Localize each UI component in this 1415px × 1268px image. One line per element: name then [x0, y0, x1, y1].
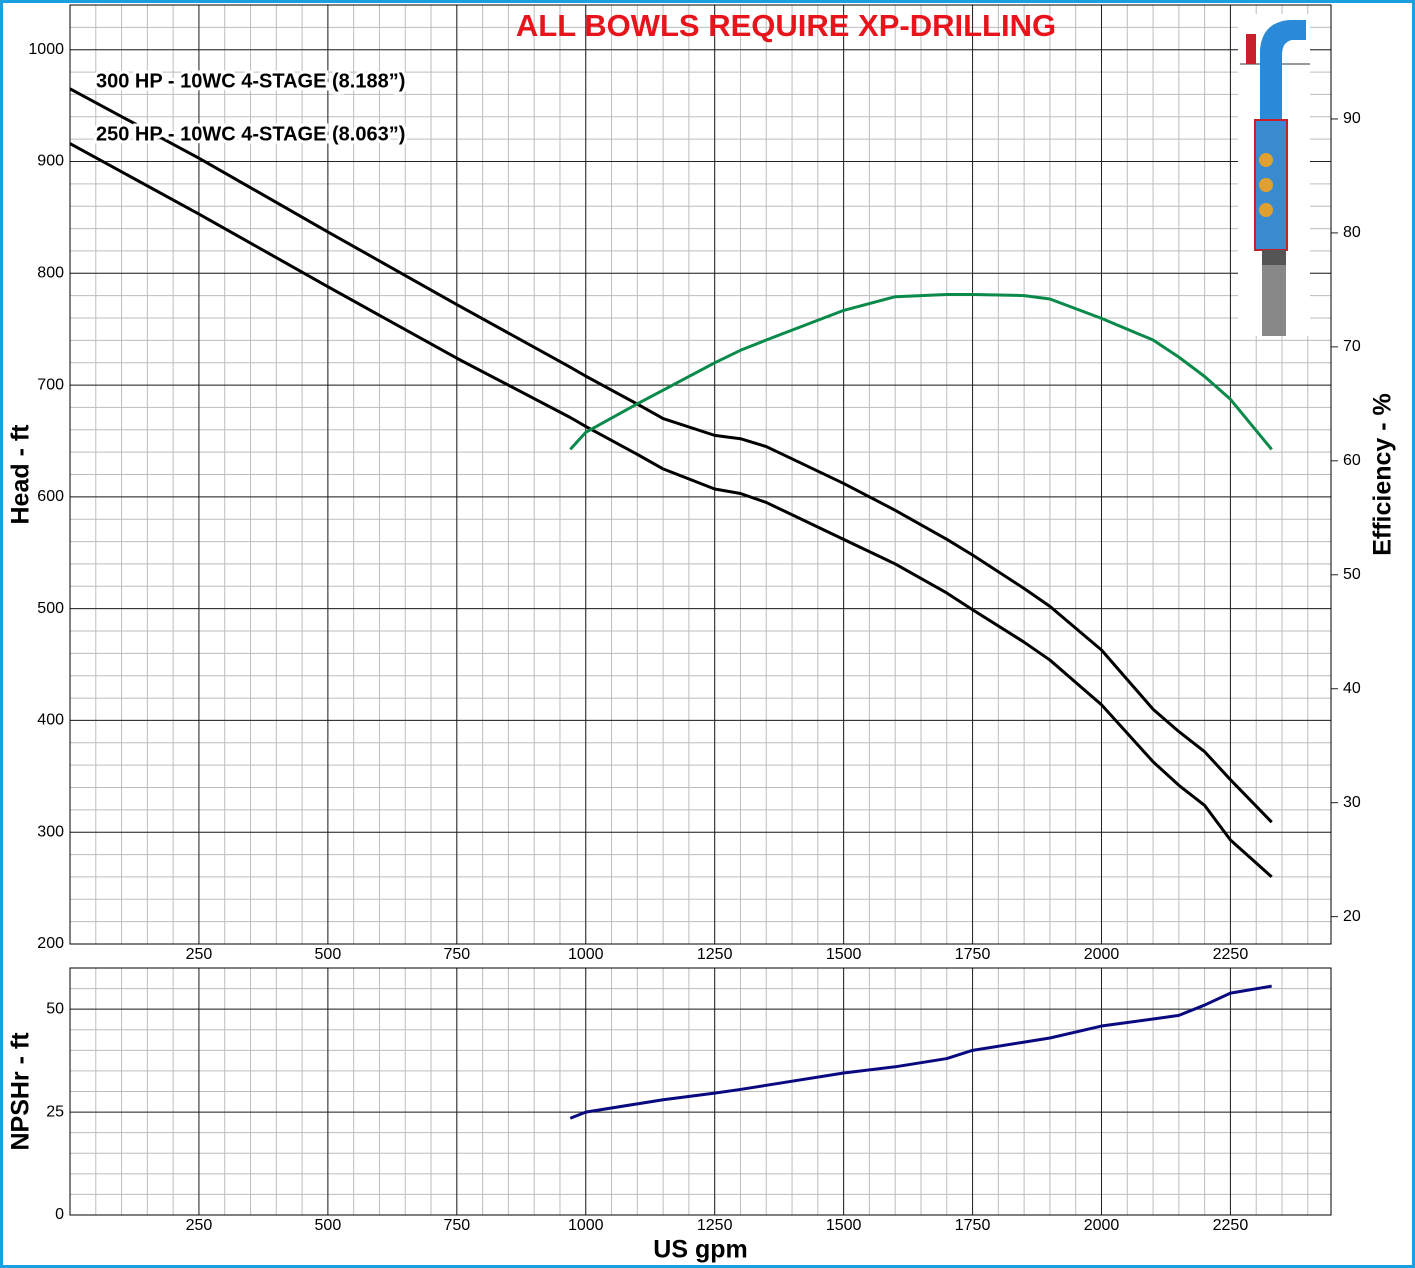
y-tick-label: 900: [37, 153, 64, 170]
y2-tick-label: 90: [1343, 110, 1361, 127]
x-tick-label: 750: [443, 946, 470, 963]
y2-tick-label: 20: [1343, 908, 1361, 925]
x-tick-label: 2250: [1213, 1217, 1249, 1234]
x-tick-label: 1750: [955, 1217, 991, 1234]
x-tick-label: 2000: [1084, 946, 1120, 963]
y-tick-label: 400: [37, 712, 64, 729]
y-tick-label: 1000: [28, 41, 64, 58]
pump-illustration: [1238, 14, 1310, 336]
x-tick-label: 1750: [955, 946, 991, 963]
series-line: [69, 142, 1273, 879]
series-line: [569, 984, 1272, 1120]
x-tick-label: 1250: [697, 946, 733, 963]
x-tick-label: 1500: [826, 946, 862, 963]
chart-title: ALL BOWLS REQUIRE XP-DRILLING: [516, 8, 1056, 43]
x-tick-label: 500: [315, 1217, 342, 1234]
y2-axis-label: Efficiency - %: [1369, 393, 1397, 556]
x-tick-label: 2000: [1084, 1217, 1120, 1234]
y-tick-label: 500: [37, 600, 64, 617]
series-label: 250 HP - 10WC 4-STAGE (8.063”): [96, 123, 405, 145]
y-tick-label: 300: [37, 823, 64, 840]
plot-frame: [69, 967, 1332, 1216]
x-tick-label: 1250: [697, 1217, 733, 1234]
x-tick-label: 250: [186, 946, 213, 963]
y-tick-label: 200: [37, 935, 64, 952]
x-tick-label: 1000: [568, 1217, 604, 1234]
y2-tick-label: 50: [1343, 566, 1361, 583]
y2-tick-label: 30: [1343, 794, 1361, 811]
x-tick-label: 1500: [826, 1217, 862, 1234]
y-tick-label: 25: [46, 1103, 64, 1120]
y-tick-label: 700: [37, 376, 64, 393]
x-tick-label: 750: [443, 1217, 470, 1234]
y2-tick-label: 60: [1343, 452, 1361, 469]
y2-tick-label: 80: [1343, 224, 1361, 241]
series-line: [69, 87, 1273, 824]
y2-tick-label: 70: [1343, 338, 1361, 355]
x-tick-label: 2250: [1213, 946, 1249, 963]
x-axis-label: US gpm: [653, 1236, 747, 1264]
x-tick-label: 500: [315, 946, 342, 963]
x-tick-label: 1000: [568, 946, 604, 963]
y-tick-label: 600: [37, 488, 64, 505]
y-axis-label: NPSHr - ft: [7, 1032, 35, 1151]
series-label: 300 HP - 10WC 4-STAGE (8.188”): [96, 70, 405, 92]
y2-tick-label: 40: [1343, 680, 1361, 697]
y-axis-label: Head - ft: [7, 424, 35, 525]
series-line: [569, 292, 1273, 451]
plot-frame: [69, 4, 1332, 945]
x-tick-label: 250: [186, 1217, 213, 1234]
y-tick-label: 0: [55, 1206, 64, 1223]
y-tick-label: 50: [46, 1000, 64, 1017]
y-tick-label: 800: [37, 265, 64, 282]
